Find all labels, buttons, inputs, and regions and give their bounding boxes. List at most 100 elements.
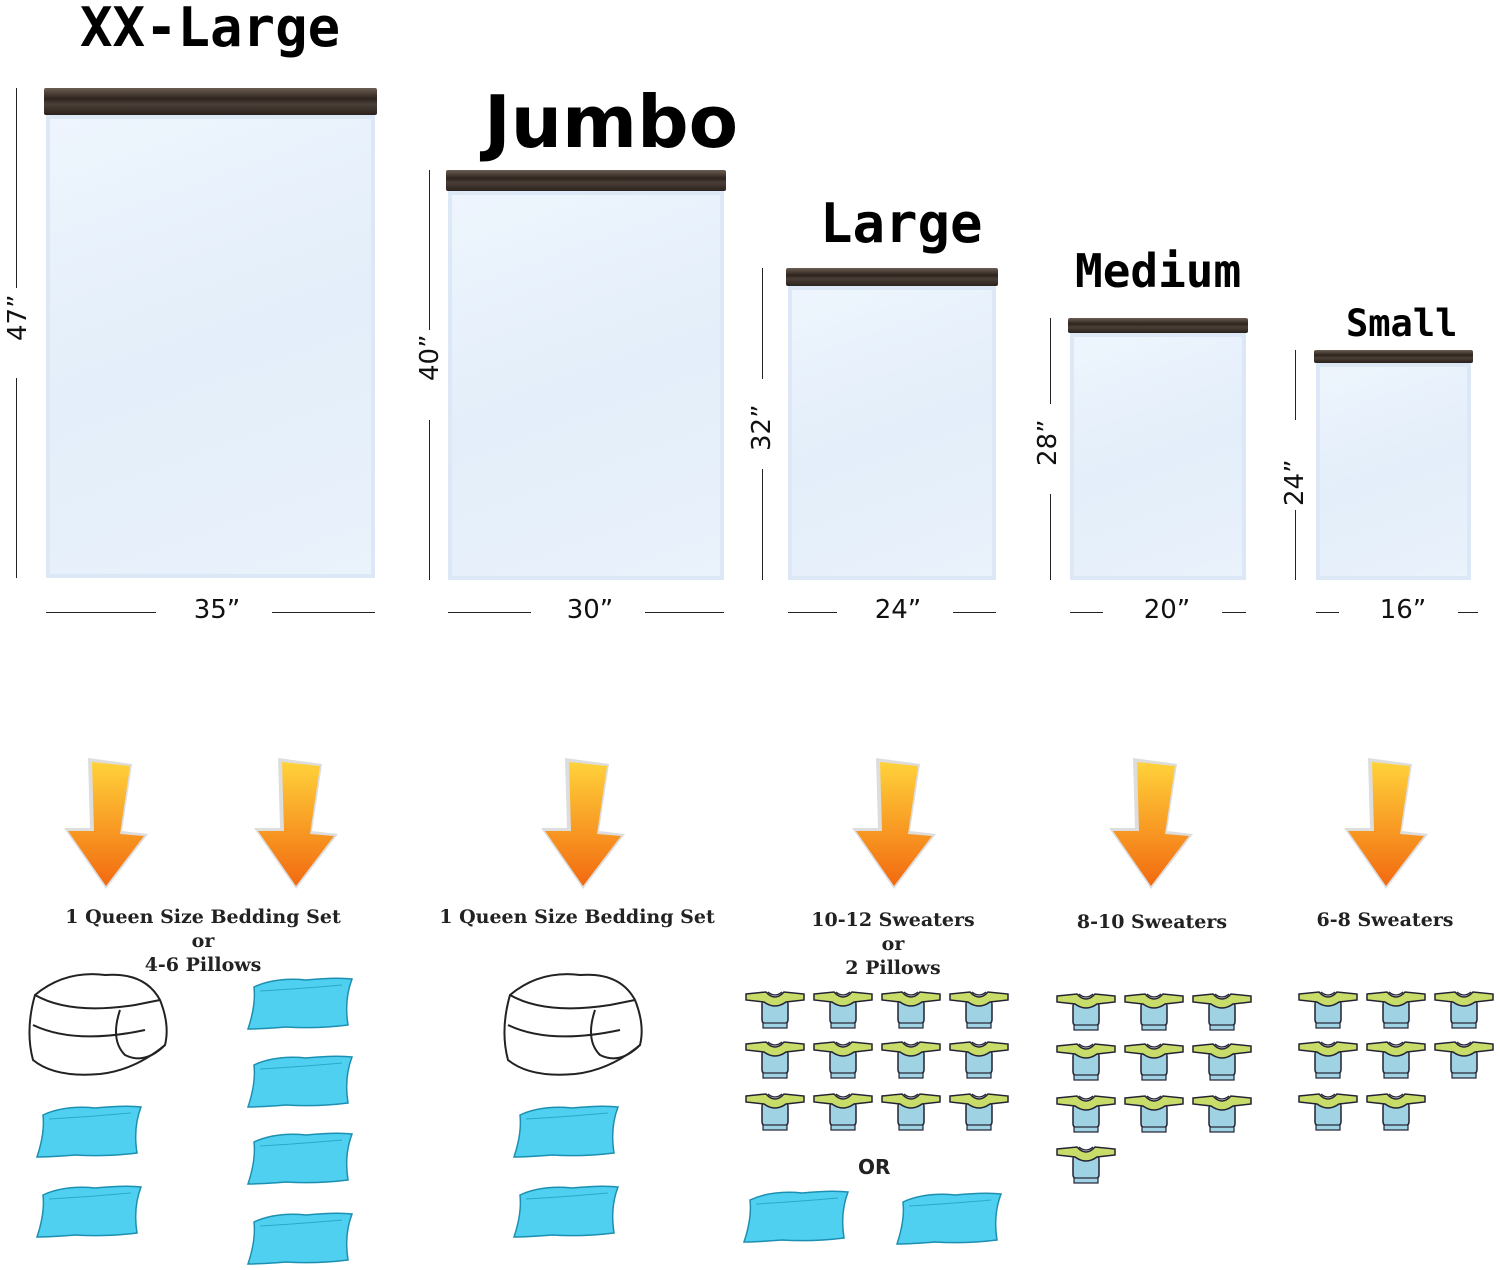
width-arrow (46, 612, 156, 613)
size-xx-large-title: XX-Large (80, 0, 341, 59)
size-jumbo-bag (448, 191, 724, 580)
width-arrow (1070, 612, 1103, 613)
width-arrow (953, 612, 996, 613)
width-arrow (1458, 612, 1478, 613)
width-arrow (1222, 612, 1246, 613)
pillow-icon (512, 1103, 622, 1159)
width-arrow (645, 612, 724, 613)
size-medium-zipper (1068, 318, 1248, 333)
width-arrow (272, 612, 375, 613)
size-jumbo-width-label: 30” (566, 595, 614, 625)
size-jumbo-title: Jumbo (484, 80, 739, 164)
size-large-title: Large (820, 192, 983, 255)
sweater-icon (1121, 1092, 1187, 1134)
pillow-icon (895, 1190, 1005, 1246)
caption-line: 6-8 Sweaters (1316, 909, 1454, 931)
sweater-icon (1363, 1038, 1429, 1080)
sweater-icon (1363, 988, 1429, 1030)
sweater-icon (1431, 1038, 1497, 1080)
sweater-icon (1295, 1090, 1361, 1132)
size-jumbo-zipper (446, 170, 726, 191)
size-large-width-label: 24” (874, 595, 922, 625)
pillow-icon (35, 1103, 145, 1159)
size-small-height-label: 24” (1280, 459, 1310, 506)
sweater-icon (878, 1038, 944, 1080)
sweater-icon (1189, 990, 1255, 1032)
size-jumbo-height-label: 40” (415, 334, 445, 381)
caption-line: or (191, 930, 215, 952)
width-arrow (448, 612, 531, 613)
sweater-icon (1053, 990, 1119, 1032)
sweater-icon (1189, 1092, 1255, 1134)
sweater-icon (1295, 1038, 1361, 1080)
height-arrow (1295, 510, 1296, 580)
pillow-icon (246, 1053, 356, 1109)
width-arrow (1316, 612, 1339, 613)
capacity-caption: 8-10 Sweaters (1077, 910, 1227, 934)
sweater-icon (946, 1090, 1012, 1132)
down-arrow-icon (60, 756, 150, 891)
pillow-icon (35, 1183, 145, 1239)
height-arrow (429, 170, 430, 330)
sweater-icon (810, 1038, 876, 1080)
sweater-icon (1189, 1040, 1255, 1082)
sweater-icon (1295, 988, 1361, 1030)
comforter-icon (500, 970, 645, 1078)
sweater-icon (946, 1038, 1012, 1080)
sweater-icon (1121, 990, 1187, 1032)
height-arrow (16, 88, 17, 288)
sweater-icon (946, 988, 1012, 1030)
caption-line: or (881, 933, 905, 955)
sweater-icon (878, 1090, 944, 1132)
sweater-icon (810, 1090, 876, 1132)
pillow-icon (246, 975, 356, 1031)
caption-line: 2 Pillows (845, 957, 941, 979)
sweater-icon (742, 1090, 808, 1132)
sweater-icon (1431, 988, 1497, 1030)
height-arrow (1295, 350, 1296, 420)
pillow-icon (246, 1210, 356, 1266)
down-arrow-icon (250, 756, 340, 891)
size-xx-large-bag (46, 115, 375, 578)
sweater-icon (1121, 1040, 1187, 1082)
caption-line: 4-6 Pillows (144, 954, 262, 976)
height-arrow (429, 420, 430, 580)
capacity-caption: 10-12 Sweaters or 2 Pillows (811, 908, 974, 980)
size-large-bag (788, 286, 996, 580)
size-medium-title: Medium (1075, 244, 1242, 298)
height-arrow (762, 268, 763, 379)
capacity-caption: 1 Queen Size Bedding Set (439, 905, 714, 929)
pillow-icon (512, 1183, 622, 1239)
height-arrow (1050, 494, 1051, 580)
caption-line: 10-12 Sweaters (811, 909, 975, 931)
size-large-height-label: 32” (747, 404, 777, 451)
down-arrow-icon (537, 756, 627, 891)
sweater-icon (878, 988, 944, 1030)
capacity-caption: 6-8 Sweaters (1317, 908, 1454, 932)
size-xx-large-height-label: 47” (3, 294, 33, 341)
caption-line: 1 Queen Size Bedding Set (65, 906, 341, 928)
comforter-icon (25, 970, 170, 1078)
size-large-zipper (786, 268, 998, 286)
sweater-icon (1363, 1090, 1429, 1132)
size-xx-large-width-label: 35” (193, 595, 241, 625)
caption-line: 8-10 Sweaters (1076, 911, 1228, 933)
sweater-icon (742, 988, 808, 1030)
down-arrow-icon (1105, 756, 1195, 891)
or-separator: OR (858, 1155, 891, 1179)
sweater-icon (1053, 1143, 1119, 1185)
pillow-icon (246, 1130, 356, 1186)
sweater-icon (1053, 1040, 1119, 1082)
sweater-icon (1053, 1092, 1119, 1134)
size-medium-width-label: 20” (1143, 595, 1191, 625)
height-arrow (16, 378, 17, 578)
size-small-zipper (1314, 350, 1473, 363)
size-medium-height-label: 28” (1033, 419, 1063, 466)
sweater-icon (810, 988, 876, 1030)
height-arrow (762, 469, 763, 580)
down-arrow-icon (848, 756, 938, 891)
size-small-bag (1316, 363, 1471, 580)
size-xx-large-zipper (44, 88, 377, 115)
down-arrow-icon (1340, 756, 1430, 891)
size-small-title: Small (1346, 302, 1458, 345)
